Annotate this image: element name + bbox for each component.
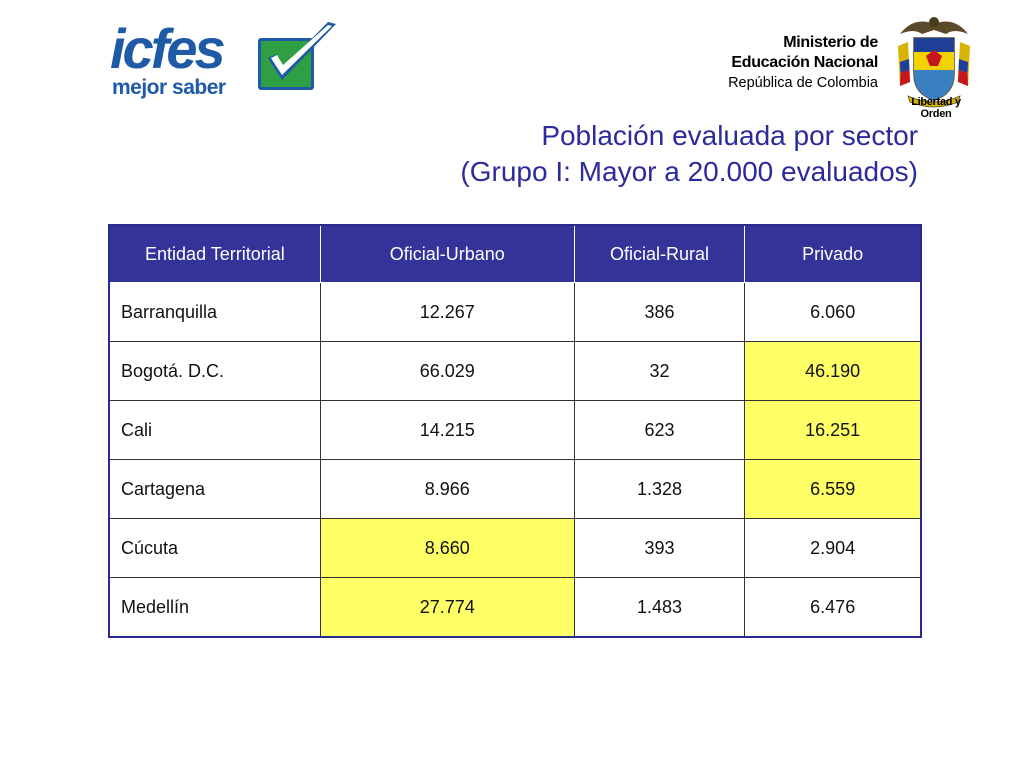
- page-title-line-1: Población evaluada por sector: [541, 120, 918, 151]
- table-row: Medellín 27.774 1.483 6.476: [108, 577, 922, 638]
- column-header-oficial-urbano: Oficial-Urbano: [319, 224, 575, 283]
- table-cell-privado: 6.559: [744, 459, 922, 519]
- table-cell-oficial-rural: 393: [573, 518, 746, 578]
- table-cell-oficial-urbano: 8.966: [319, 459, 575, 519]
- table-cell-oficial-rural: 386: [573, 282, 746, 342]
- checkmark-icon: [268, 22, 336, 80]
- coat-of-arms-icon: [898, 17, 970, 108]
- ministry-line-2: Educación Nacional: [731, 54, 878, 71]
- table-header-row: Entidad Territorial Oficial-Urbano Ofici…: [108, 224, 922, 283]
- icfes-logo: icfes mejor saber: [110, 17, 336, 100]
- column-header-privado: Privado: [744, 224, 922, 283]
- table-cell-privado: 6.476: [744, 577, 922, 638]
- column-header-entidad: Entidad Territorial: [108, 224, 321, 283]
- table-cell-entidad: Bogotá. D.C.: [108, 341, 321, 401]
- table-cell-entidad: Cartagena: [108, 459, 321, 519]
- table-cell-entidad: Medellín: [108, 577, 321, 638]
- table-row: Cali 14.215 623 16.251: [108, 400, 922, 460]
- table-row: Cartagena 8.966 1.328 6.559: [108, 459, 922, 519]
- icfes-logo-word: icfes: [110, 17, 226, 80]
- table-cell-privado: 2.904: [744, 518, 922, 578]
- table-cell-oficial-urbano: 8.660: [319, 518, 575, 578]
- table-row: Barranquilla 12.267 386 6.060: [108, 282, 922, 342]
- table-cell-oficial-urbano: 27.774: [319, 577, 575, 638]
- population-table: Entidad Territorial Oficial-Urbano Ofici…: [108, 224, 922, 638]
- table-cell-oficial-rural: 623: [573, 400, 746, 460]
- table-row: Cúcuta 8.660 393 2.904: [108, 518, 922, 578]
- table-cell-entidad: Cali: [108, 400, 321, 460]
- table-cell-privado: 46.190: [744, 341, 922, 401]
- table-cell-privado: 16.251: [744, 400, 922, 460]
- table-cell-privado: 6.060: [744, 282, 922, 342]
- table-cell-entidad: Barranquilla: [108, 282, 321, 342]
- page-title-line-2: (Grupo I: Mayor a 20.000 evaluados): [460, 156, 918, 187]
- table-row: Bogotá. D.C. 66.029 32 46.190: [108, 341, 922, 401]
- table-cell-oficial-rural: 1.483: [573, 577, 746, 638]
- ministry-line-3: República de Colombia: [728, 75, 878, 91]
- table-cell-oficial-urbano: 66.029: [319, 341, 575, 401]
- table-cell-oficial-rural: 1.328: [573, 459, 746, 519]
- ministry-line-1: Ministerio de: [783, 34, 878, 51]
- table-cell-oficial-rural: 32: [573, 341, 746, 401]
- coat-motto: Libertad y Orden: [911, 96, 961, 120]
- ministry-block: Ministerio de Educación Nacional Repúbli…: [728, 33, 878, 93]
- table-cell-oficial-urbano: 12.267: [319, 282, 575, 342]
- column-header-oficial-rural: Oficial-Rural: [573, 224, 746, 283]
- page-title: Población evaluada por sector (Grupo I: …: [460, 118, 918, 190]
- table-cell-oficial-urbano: 14.215: [319, 400, 575, 460]
- table-cell-entidad: Cúcuta: [108, 518, 321, 578]
- icfes-logo-slogan: mejor saber: [112, 76, 226, 99]
